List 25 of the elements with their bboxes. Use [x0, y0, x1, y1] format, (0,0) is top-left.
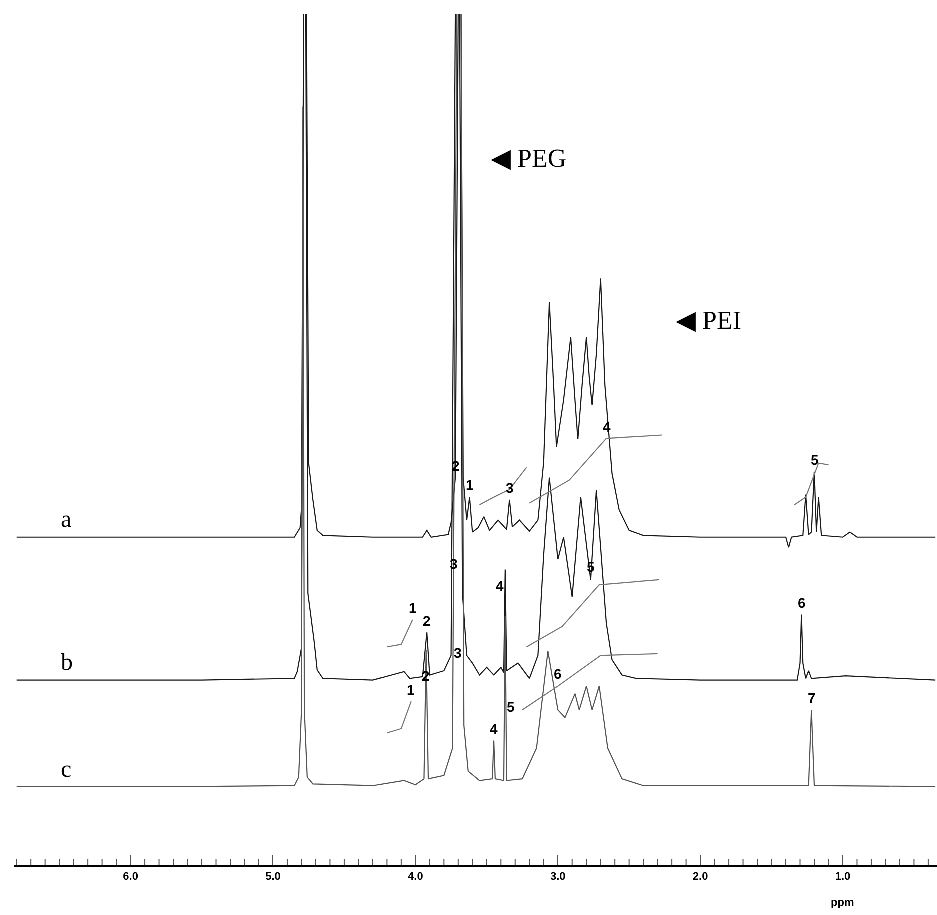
x-tick-label: 1.0 — [835, 870, 851, 883]
annotation: 1 — [466, 477, 474, 493]
annotation: 4 — [490, 721, 498, 737]
x-axis-title: ppm — [831, 897, 854, 909]
x-tick-label: 4.0 — [408, 870, 424, 883]
x-tick-label: 2.0 — [692, 870, 708, 883]
annotation: 3 — [454, 645, 462, 661]
annotation: 7 — [808, 690, 816, 706]
annotation: 5 — [811, 452, 819, 468]
series-label: a — [61, 507, 72, 533]
annotation: ◀ PEG — [491, 144, 567, 173]
annotation: 6 — [554, 666, 562, 682]
x-tick-label: 3.0 — [550, 870, 566, 883]
annotation: ◀ PEI — [676, 306, 742, 335]
series-label: b — [61, 650, 73, 676]
annotation: 1 — [409, 600, 417, 616]
annotation: 5 — [507, 699, 515, 715]
annotation: 6 — [798, 595, 806, 611]
series-label: c — [61, 757, 72, 783]
annotation: 1 — [407, 682, 415, 698]
annotation: 4 — [496, 578, 504, 594]
x-tick-label: 5.0 — [266, 870, 281, 883]
annotation: 2 — [423, 613, 431, 629]
annotation: 3 — [506, 480, 514, 496]
x-tick-label: 6.0 — [123, 870, 138, 883]
